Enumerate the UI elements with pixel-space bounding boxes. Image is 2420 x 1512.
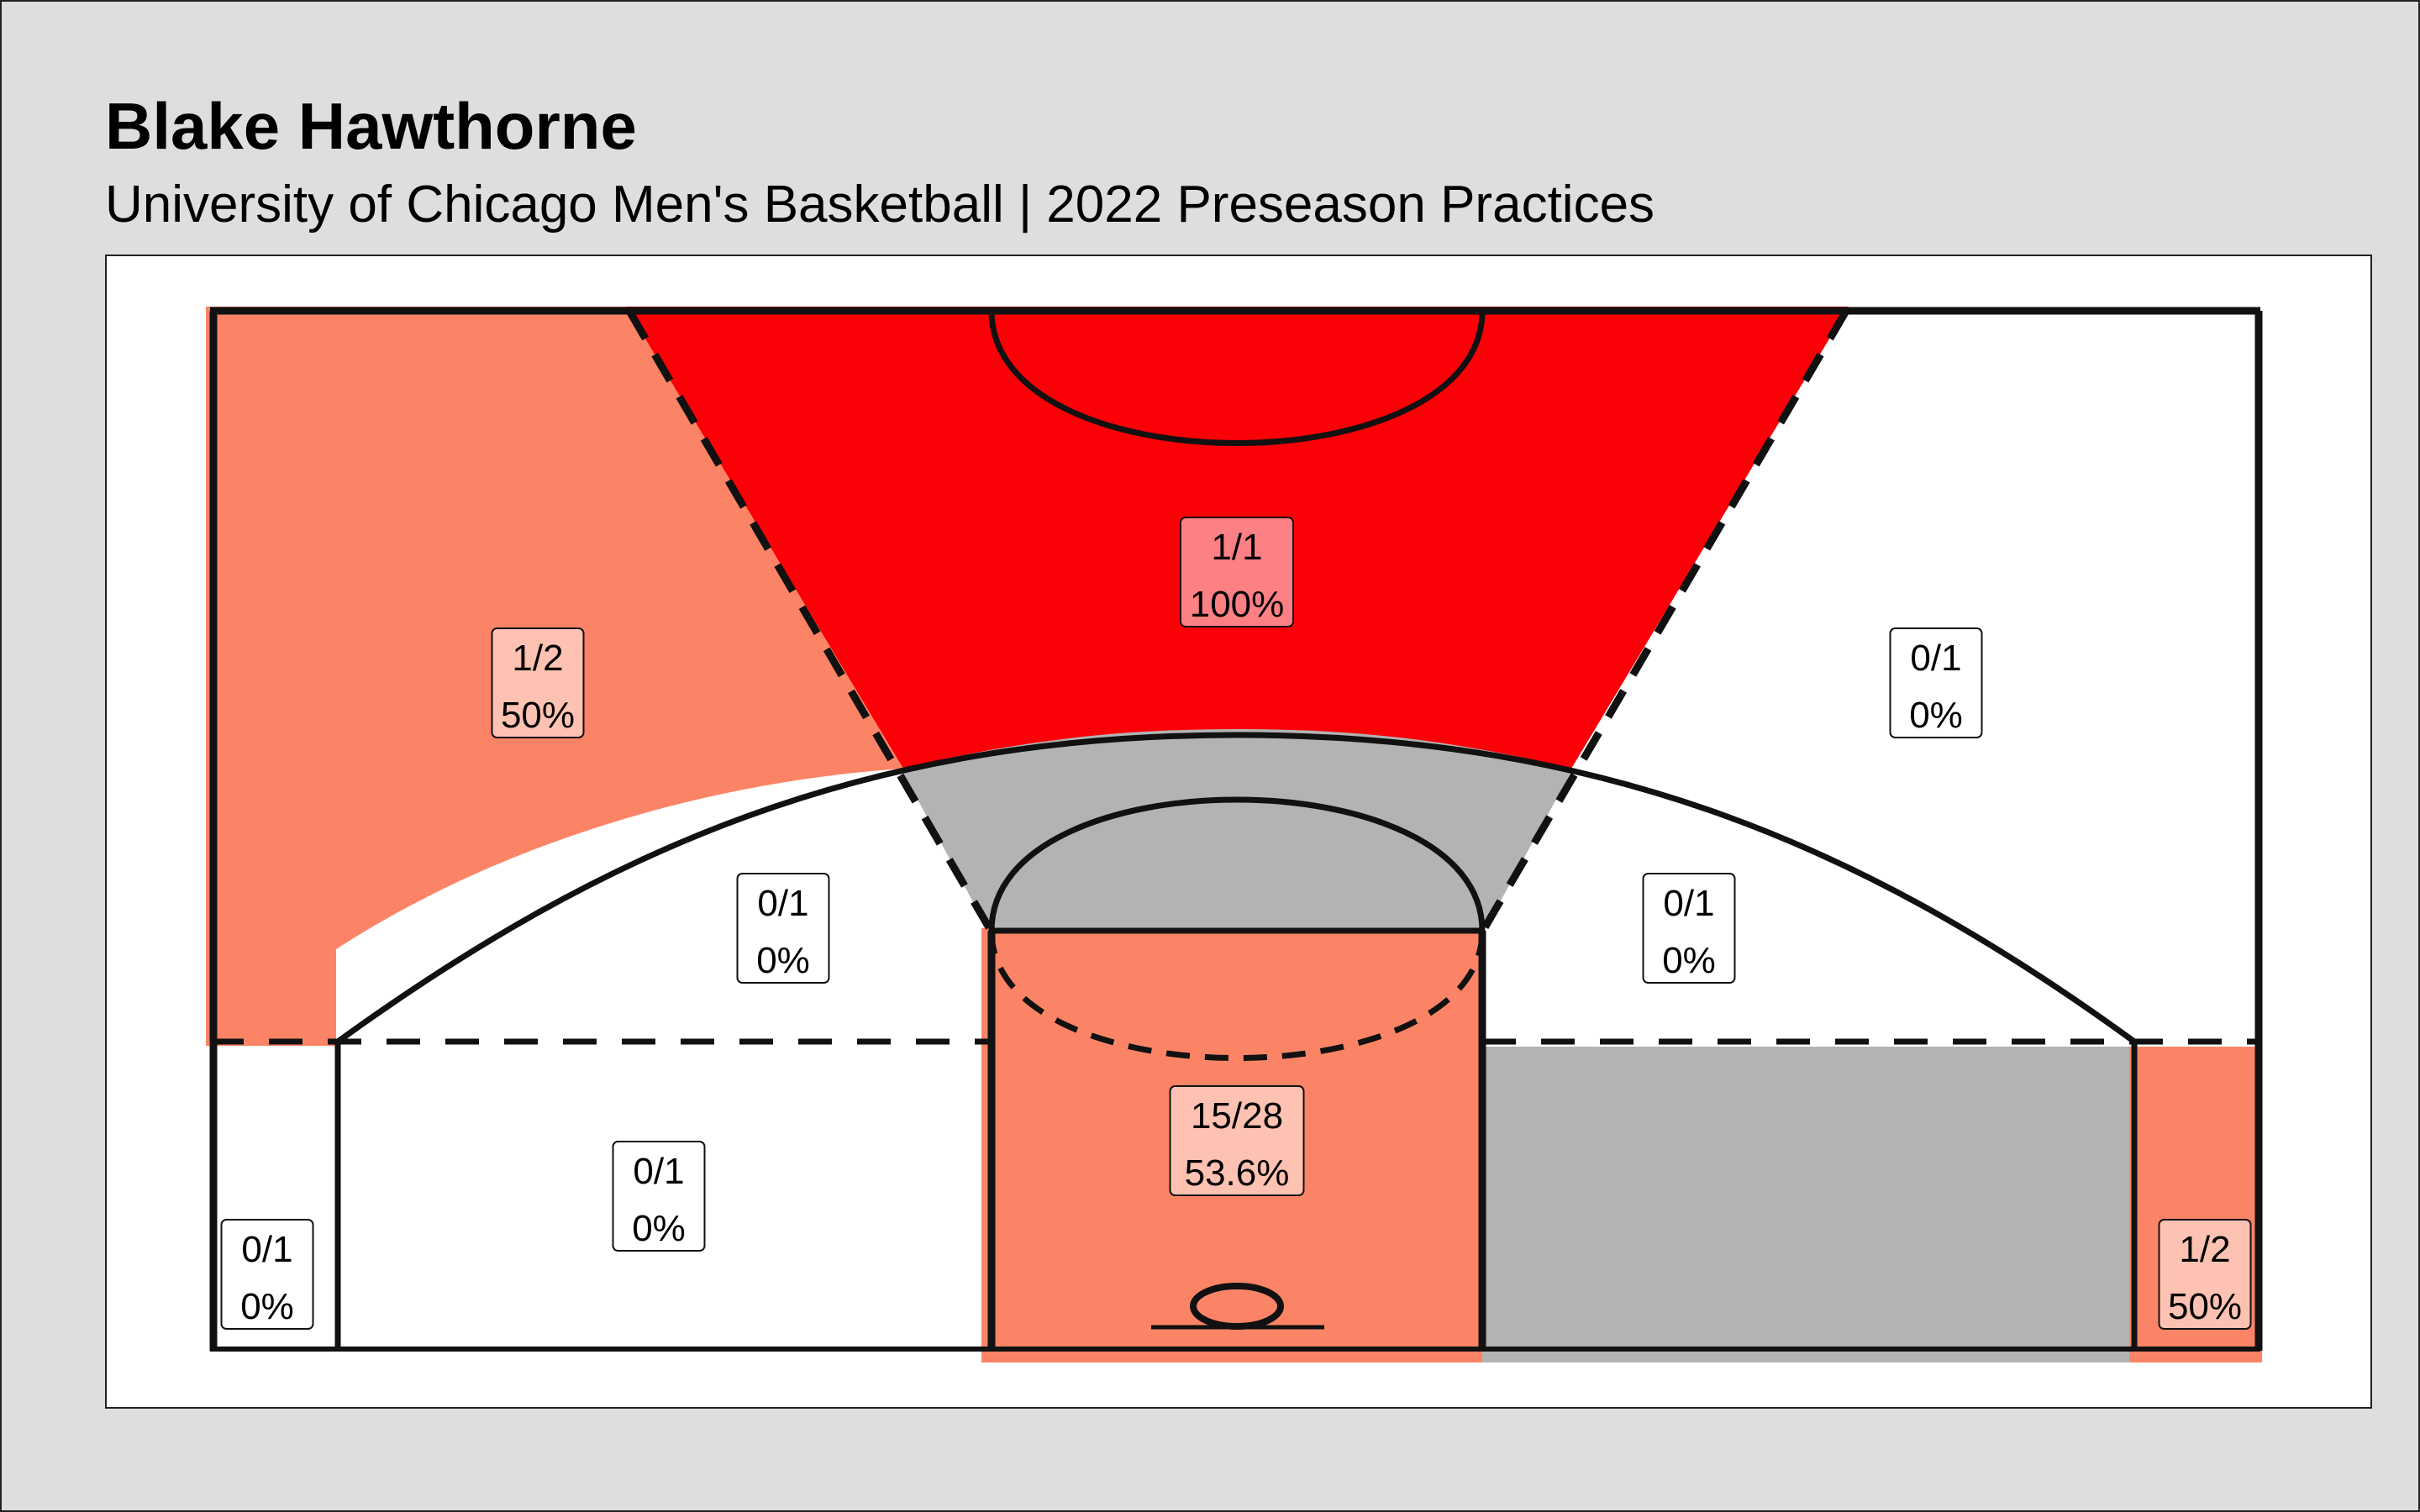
free-throw-circle-top bbox=[988, 796, 1486, 932]
zone-divider-diagonal-left bbox=[627, 310, 993, 932]
three-point-arc bbox=[335, 732, 2137, 1044]
chart-title: Blake Hawthorne bbox=[105, 89, 637, 163]
zone-fills bbox=[206, 307, 2262, 1362]
zone-label-right-corner-three: 1/250% bbox=[2158, 1219, 2252, 1330]
zone-label-made-attempts: 0/1 bbox=[1910, 638, 1961, 679]
zone-label-made-attempts: 0/1 bbox=[757, 883, 808, 924]
zone-label-box bbox=[612, 1141, 706, 1252]
zone-label-box bbox=[1889, 627, 1983, 738]
center-circle-half bbox=[988, 310, 1486, 446]
zone-label-box bbox=[736, 873, 830, 984]
zone-label-pct: 0% bbox=[756, 940, 810, 981]
zone-fill-top-key-midrange bbox=[901, 729, 1573, 928]
zone-label-pct: 0% bbox=[240, 1286, 294, 1327]
zone-label-pct: 50% bbox=[2168, 1286, 2242, 1327]
zone-fill-right-baseline-midrange bbox=[1482, 1047, 2129, 1362]
zone-label-left-baseline-midrange: 0/10% bbox=[612, 1141, 706, 1252]
zone-label-made-attempts: 1/2 bbox=[512, 638, 563, 679]
zone-label-made-attempts: 0/1 bbox=[633, 1151, 684, 1192]
zone-label-made-attempts: 0/1 bbox=[1663, 883, 1714, 924]
zone-label-left-corner-three: 0/10% bbox=[220, 1219, 314, 1330]
zone-label-pct: 0% bbox=[1662, 940, 1716, 981]
zone-label-pct: 0% bbox=[632, 1208, 686, 1249]
zone-label-box bbox=[1169, 1085, 1305, 1196]
zone-label-box bbox=[1180, 517, 1294, 627]
zone-label-paint: 15/28 53.6% bbox=[1169, 1085, 1305, 1196]
zone-divider-diagonal-right bbox=[1481, 310, 1849, 932]
zone-label-right-wing-three: 0/10% bbox=[1889, 627, 1983, 738]
zone-label-left-wing-three: 1/250% bbox=[491, 627, 585, 738]
zone-label-made-attempts: 15/28 bbox=[1191, 1095, 1283, 1137]
zone-label-left-wing-midrange: 0/10% bbox=[736, 873, 830, 984]
zone-label-pct: 0% bbox=[1909, 695, 1963, 736]
chart-subtitle: University of Chicago Men's Basketball |… bbox=[105, 176, 1655, 234]
zone-label-pct: 100% bbox=[1190, 584, 1285, 625]
zone-label-box bbox=[1642, 873, 1736, 984]
zone-label-made-attempts: 1/2 bbox=[2179, 1229, 2230, 1270]
zone-label-top-of-key-three: 1/1 100% bbox=[1180, 517, 1294, 627]
zone-label-box bbox=[491, 627, 585, 738]
zone-label-box bbox=[2158, 1219, 2252, 1330]
zone-label-made-attempts: 1/1 bbox=[1211, 527, 1262, 568]
hoop bbox=[1190, 1283, 1284, 1330]
zone-label-made-attempts: 0/1 bbox=[241, 1229, 292, 1270]
zone-label-right-wing-midrange: 0/10% bbox=[1642, 873, 1736, 984]
zone-labels: 0/10%0/10%15/2853.6%1/250%0/10%0/10%1/25… bbox=[220, 517, 2252, 1330]
court-lines bbox=[209, 307, 2263, 1352]
zone-label-pct: 53.6% bbox=[1185, 1152, 1290, 1194]
zone-label-pct: 50% bbox=[501, 695, 575, 736]
zone-label-box bbox=[220, 1219, 314, 1330]
